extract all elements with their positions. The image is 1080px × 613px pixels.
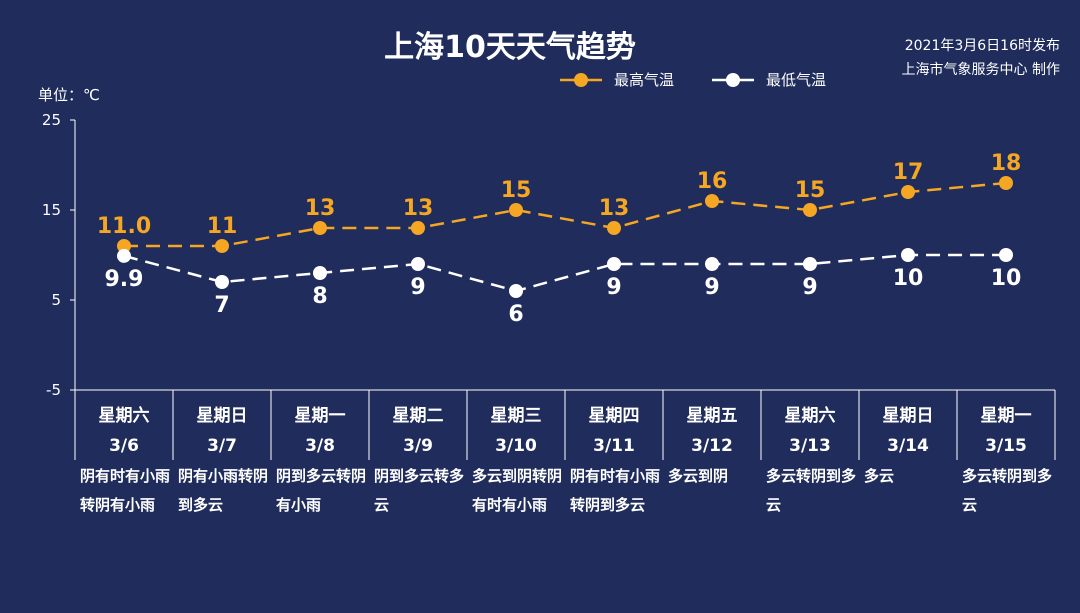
- low-temp-line: [123, 253, 1006, 293]
- legend-low-label: 最低气温: [766, 71, 826, 89]
- publish-info: 2021年3月6日16时发布 上海市气象服务中心 制作: [902, 34, 1060, 82]
- weekday-label: 星期二: [393, 406, 444, 426]
- date-label: 3/15: [985, 436, 1027, 456]
- high-temp-label: 18: [991, 151, 1022, 176]
- weekday-label: 星期六: [99, 405, 150, 426]
- high-temp-point: [411, 221, 425, 235]
- low-temp-label: 9: [606, 275, 621, 300]
- low-temp-label: 6: [508, 302, 523, 327]
- date-label: 3/8: [305, 436, 335, 456]
- publish-time: 2021年3月6日16时发布: [904, 38, 1060, 54]
- y-tick-label: 25: [42, 111, 61, 129]
- y-tick-label: -5: [46, 381, 61, 399]
- low-temp-point: [117, 248, 131, 263]
- high-temp-point: [607, 221, 621, 235]
- weather-description: 阴有小雨转阴到多云: [178, 467, 269, 514]
- high-temp-label: 11.0: [97, 214, 151, 239]
- high-temp-label: 13: [305, 196, 336, 221]
- low-temp-point: [705, 257, 719, 271]
- unit-label: 单位：℃: [38, 86, 100, 104]
- weather-description: 多云转阴到多云: [766, 467, 857, 514]
- high-temp-point: [803, 203, 817, 217]
- date-label: 3/13: [789, 436, 831, 456]
- low-temp-label: 8: [312, 284, 327, 309]
- weekday-label: 星期三: [491, 406, 542, 426]
- low-temp-point: [901, 248, 915, 262]
- y-tick-label: 15: [42, 201, 61, 219]
- y-tick-label: 5: [51, 291, 61, 309]
- low-temp-label: 9.9: [105, 267, 144, 292]
- date-label: 3/12: [691, 436, 733, 456]
- weather-description: 多云: [864, 467, 895, 485]
- low-temp-point: [509, 284, 523, 298]
- legend-high-label: 最高气温: [614, 71, 674, 89]
- high-temp-label: 15: [795, 178, 826, 203]
- weekday-label: 星期五: [687, 406, 738, 426]
- high-temp-label: 11: [207, 214, 238, 239]
- low-temp-label: 9: [802, 275, 817, 300]
- weekday-label: 星期一: [981, 406, 1032, 426]
- publisher: 上海市气象服务中心 制作: [901, 62, 1060, 78]
- low-temp-point: [803, 257, 817, 271]
- weekday-label: 星期四: [589, 406, 640, 426]
- high-temp-point: [901, 185, 915, 199]
- high-temp-point: [999, 176, 1013, 190]
- high-temp-label: 17: [893, 160, 924, 185]
- low-temp-label: 9: [410, 275, 425, 300]
- high-temp-point: [509, 203, 523, 217]
- low-temp-point: [999, 248, 1013, 262]
- date-label: 3/6: [109, 436, 139, 456]
- page-title: 上海10天天气趋势: [384, 30, 636, 65]
- low-temp-point: [313, 266, 327, 280]
- date-label: 3/9: [403, 436, 433, 456]
- high-temp-line: [124, 181, 1007, 248]
- high-temp-label: 16: [697, 169, 728, 194]
- weather-description: 多云到阴转阴有时有小雨: [472, 467, 563, 514]
- weather-description: 阴有时有小雨转阴有小雨: [80, 467, 171, 514]
- high-temp-label: 13: [599, 196, 630, 221]
- low-temp-label: 7: [214, 293, 229, 318]
- low-temp-point: [215, 275, 229, 289]
- date-label: 3/14: [887, 436, 929, 456]
- weekday-label: 星期一: [295, 406, 346, 426]
- low-temp-label: 9: [704, 275, 719, 300]
- high-temp-point: [215, 239, 229, 253]
- high-temp-label: 13: [403, 196, 434, 221]
- weather-description: 阴有时有小雨转阴到多云: [570, 467, 661, 514]
- legend-low-marker: [726, 73, 740, 87]
- weather-description: 阴到多云转阴有小雨: [276, 467, 367, 514]
- weekday-label: 星期日: [883, 406, 934, 426]
- date-label: 3/10: [495, 436, 537, 456]
- weather-description: 多云到阴: [668, 467, 729, 485]
- high-temp-point: [117, 239, 131, 253]
- high-temp-point: [313, 221, 327, 235]
- low-temp-point: [411, 257, 425, 271]
- date-label: 3/7: [207, 436, 237, 456]
- low-temp-label: 10: [893, 266, 924, 291]
- high-temp-label: 15: [501, 178, 532, 203]
- low-temp-point: [607, 257, 621, 271]
- date-label: 3/11: [593, 436, 635, 456]
- weekday-label: 星期六: [785, 405, 836, 426]
- high-temp-point: [705, 194, 719, 208]
- low-temp-label: 10: [991, 266, 1022, 291]
- weekday-label: 星期日: [197, 406, 248, 426]
- weather-description: 多云转阴到多云: [962, 467, 1053, 514]
- legend-high-marker: [574, 73, 588, 87]
- weather-description: 阴到多云转多云: [374, 467, 465, 514]
